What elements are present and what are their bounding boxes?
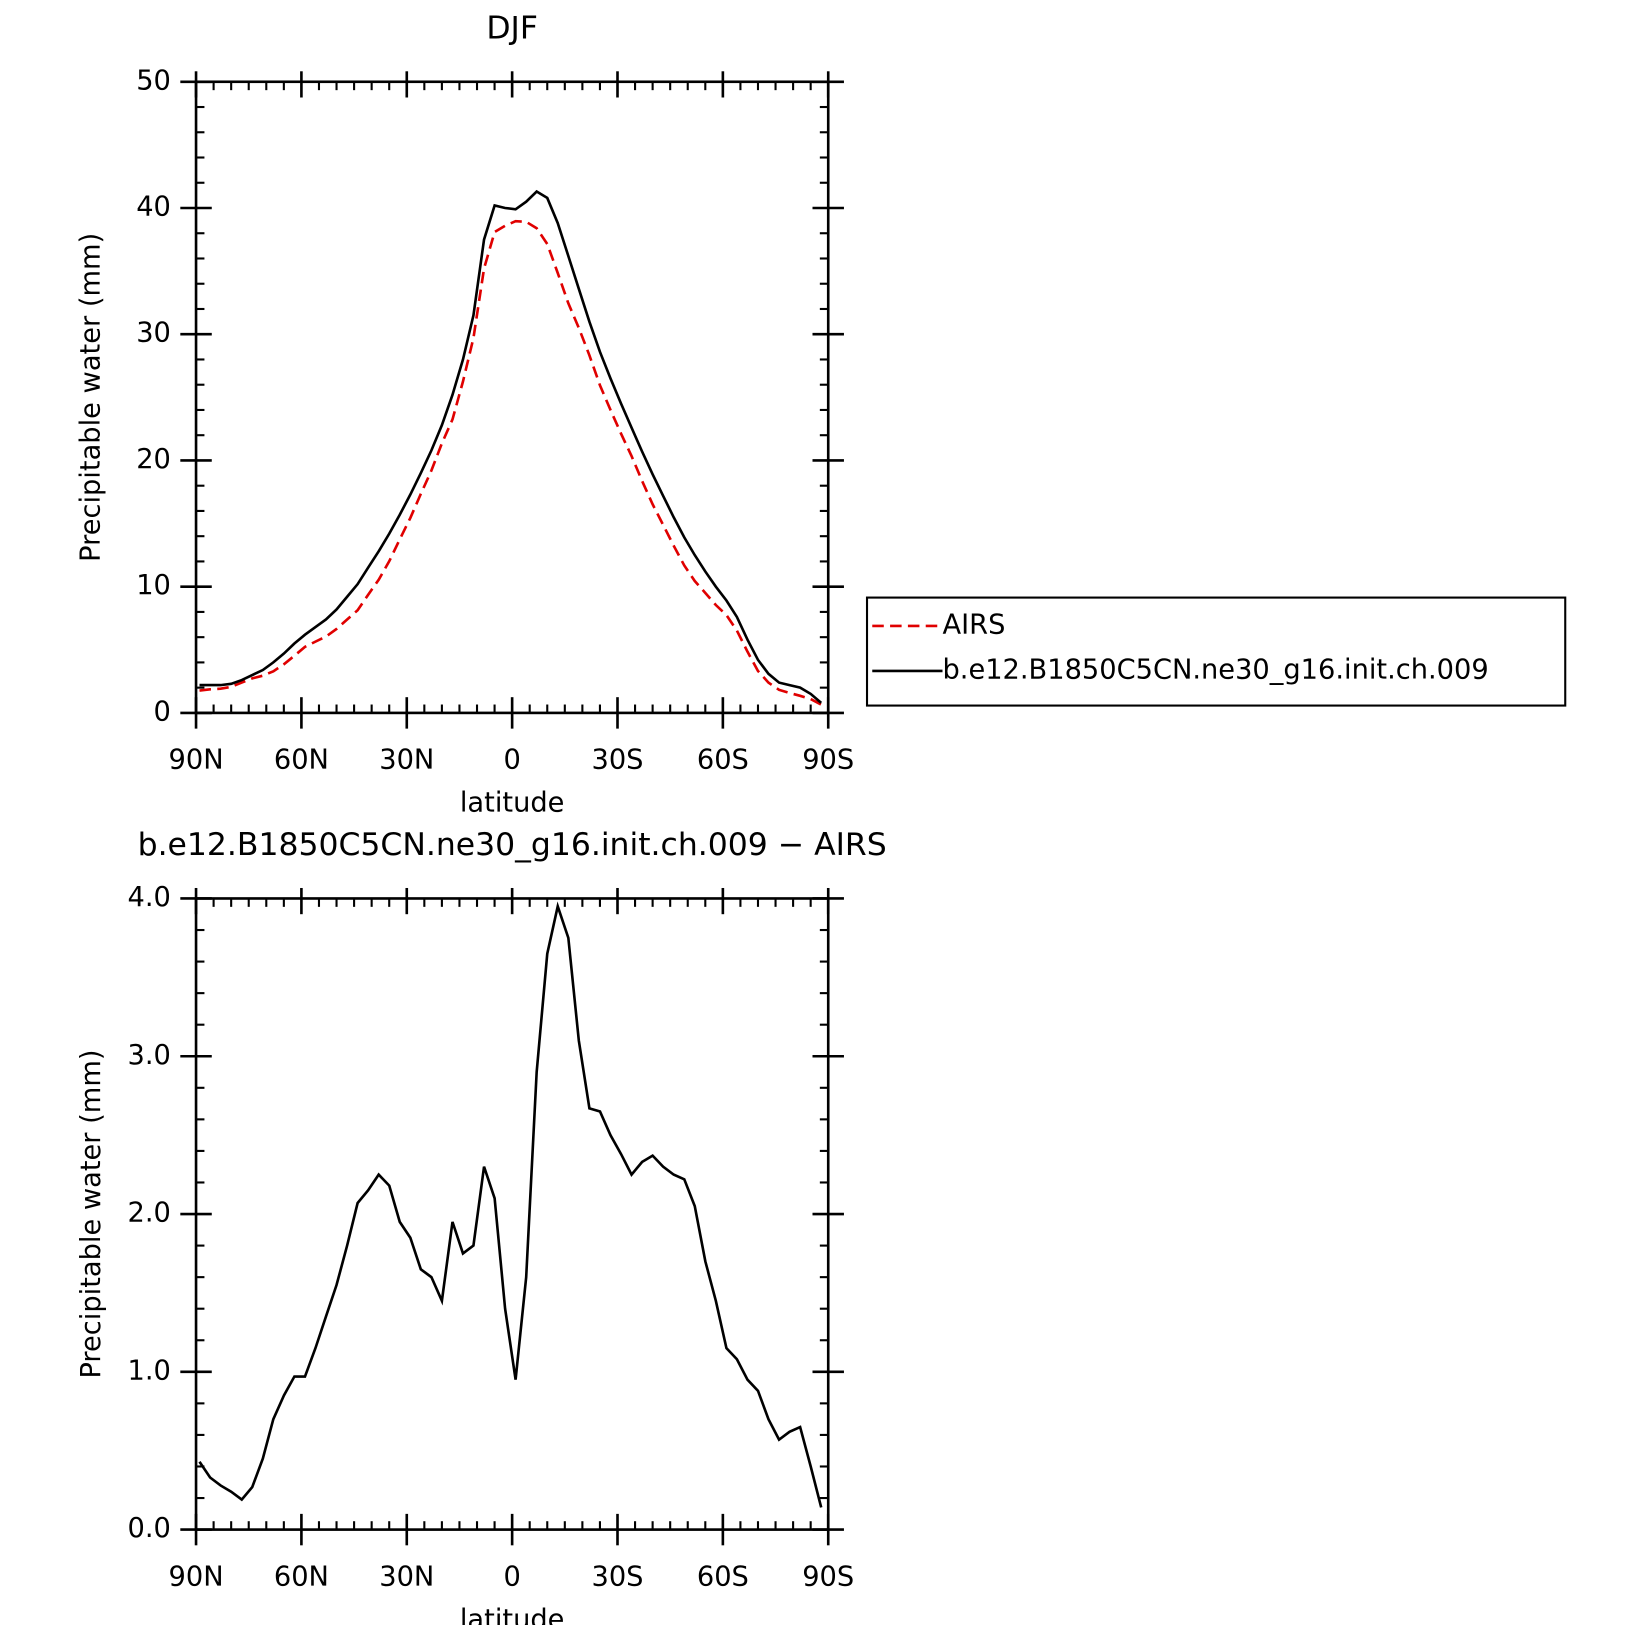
- x-tick-label: 90S: [802, 745, 854, 776]
- plot-frame: [194, 80, 830, 715]
- y-tick-label: 2.0: [128, 1198, 171, 1229]
- x-axis-label: latitude: [460, 788, 565, 819]
- y-tick-label: 30: [136, 318, 171, 349]
- legend-label: b.e12.B1850C5CN.ne30_g16.init.ch.009: [943, 654, 1489, 685]
- data-line: [199, 189, 823, 704]
- x-tick-label: 90S: [802, 1561, 854, 1592]
- y-tick-label: 0.0: [128, 1513, 171, 1544]
- plot-frame: [194, 897, 830, 1531]
- x-axis-label: latitude: [460, 1604, 565, 1625]
- data-line: [198, 901, 823, 1508]
- y-tick-label: 50: [136, 65, 171, 96]
- y-tick-label: 3.0: [128, 1040, 171, 1071]
- legend-label: AIRS: [943, 609, 1006, 640]
- data-line: [199, 219, 822, 706]
- x-tick-label: 30S: [592, 745, 644, 776]
- y-tick-label: 0: [154, 696, 171, 727]
- y-axis-label: Precipitable water (mm): [76, 1049, 107, 1378]
- x-tick-label: 30S: [592, 1561, 644, 1592]
- y-tick-label: 20: [136, 444, 171, 475]
- y-tick-label: 1.0: [128, 1355, 171, 1386]
- x-tick-label: 90N: [169, 745, 224, 776]
- y-tick-label: 4.0: [128, 882, 171, 913]
- x-tick-label: 60S: [697, 745, 749, 776]
- chart-title: DJF: [486, 10, 538, 46]
- x-tick-label: 0: [503, 745, 520, 776]
- x-tick-label: 60N: [274, 1561, 329, 1592]
- chart-title: b.e12.B1850C5CN.ne30_g16.init.ch.009 − A…: [138, 827, 887, 863]
- legend-box: [865, 596, 1567, 707]
- y-axis-label: Precipitable water (mm): [76, 233, 107, 562]
- y-tick-label: 10: [136, 570, 171, 601]
- y-tick-label: 40: [136, 191, 171, 222]
- x-tick-label: 60N: [274, 745, 329, 776]
- x-tick-label: 30N: [379, 745, 434, 776]
- x-tick-label: 60S: [697, 1561, 749, 1592]
- x-tick-label: 30N: [379, 1561, 434, 1592]
- x-tick-label: 90N: [169, 1561, 224, 1592]
- x-tick-label: 0: [503, 1561, 520, 1592]
